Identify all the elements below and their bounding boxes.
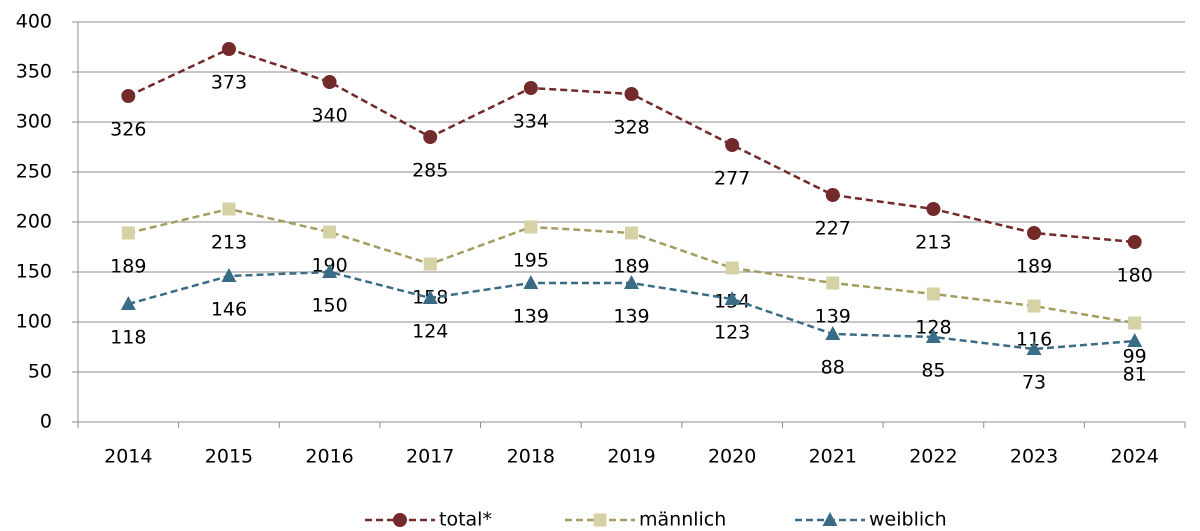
data-label: 81 xyxy=(1123,364,1147,386)
data-label: 139 xyxy=(513,306,549,328)
legend-marker xyxy=(393,513,407,527)
y-tick-label: 50 xyxy=(28,361,52,383)
marker xyxy=(826,276,840,290)
marker xyxy=(625,226,638,240)
marker xyxy=(725,138,740,152)
series-line xyxy=(127,47,1135,244)
data-label: 189 xyxy=(613,256,649,278)
data-label: 326 xyxy=(110,119,146,141)
data-label: 73 xyxy=(1022,372,1046,394)
marker xyxy=(1027,299,1041,313)
marker xyxy=(422,290,438,304)
y-tick-label: 200 xyxy=(16,211,52,233)
marker xyxy=(925,329,941,343)
data-label: 88 xyxy=(821,357,845,379)
data-label: 116 xyxy=(1016,329,1052,351)
x-tick-label: 2018 xyxy=(507,446,555,468)
marker xyxy=(121,226,135,240)
data-label: 118 xyxy=(110,327,146,349)
marker xyxy=(423,257,437,271)
data-label: 213 xyxy=(915,232,951,254)
marker xyxy=(523,275,539,289)
x-tick-label: 2024 xyxy=(1111,446,1159,468)
marker xyxy=(926,202,941,216)
marker xyxy=(724,291,740,305)
marker xyxy=(221,268,237,282)
x-tick-label: 2023 xyxy=(1010,446,1058,468)
legend-label: weiblich xyxy=(869,509,947,531)
marker xyxy=(1128,316,1142,330)
data-label: 195 xyxy=(513,250,549,272)
marker xyxy=(725,261,739,275)
data-label: 139 xyxy=(613,306,649,328)
marker xyxy=(1026,341,1042,355)
marker xyxy=(524,220,538,234)
x-tick-label: 2022 xyxy=(909,446,957,468)
data-label: 189 xyxy=(110,256,146,278)
data-label: 150 xyxy=(311,295,347,317)
marker xyxy=(926,287,940,301)
data-label: 189 xyxy=(1016,256,1052,278)
data-label: 99 xyxy=(1123,346,1147,368)
data-label: 146 xyxy=(211,299,247,321)
x-tick-label: 2015 xyxy=(205,446,253,468)
data-label: 227 xyxy=(815,218,851,240)
marker xyxy=(222,202,236,216)
y-tick-label: 0 xyxy=(40,411,52,433)
y-tick-label: 400 xyxy=(16,11,52,33)
marker xyxy=(221,42,236,56)
marker xyxy=(1127,235,1142,249)
marker xyxy=(423,130,438,144)
data-label: 180 xyxy=(1117,265,1153,287)
legend-marker xyxy=(593,513,607,527)
y-tick-label: 100 xyxy=(16,311,52,333)
data-label: 373 xyxy=(211,72,247,94)
legend-label: total* xyxy=(439,509,492,531)
marker xyxy=(1027,226,1042,240)
y-tick-label: 350 xyxy=(16,61,52,83)
data-label: 139 xyxy=(815,306,851,328)
x-tick-label: 2021 xyxy=(809,446,857,468)
marker xyxy=(121,89,136,103)
y-tick-label: 300 xyxy=(16,111,52,133)
data-label: 285 xyxy=(412,160,448,182)
data-label: 328 xyxy=(613,117,649,139)
data-label: 340 xyxy=(311,105,347,127)
marker xyxy=(825,326,841,340)
data-label: 213 xyxy=(211,232,247,254)
marker xyxy=(1127,333,1143,347)
marker xyxy=(624,275,639,289)
data-label: 334 xyxy=(513,111,549,133)
x-tick-label: 2020 xyxy=(708,446,756,468)
data-label: 85 xyxy=(921,360,945,382)
x-tick-label: 2014 xyxy=(104,446,152,468)
x-tick-label: 2016 xyxy=(305,446,353,468)
data-label: 123 xyxy=(714,322,750,344)
x-tick-label: 2019 xyxy=(607,446,655,468)
y-tick-label: 250 xyxy=(16,161,52,183)
marker xyxy=(624,87,639,101)
marker xyxy=(323,225,337,239)
legend-marker xyxy=(822,512,838,526)
marker xyxy=(322,264,338,278)
marker xyxy=(322,75,337,89)
y-tick-label: 150 xyxy=(16,261,52,283)
data-label: 277 xyxy=(714,168,750,190)
data-label: 124 xyxy=(412,321,448,343)
data-label: 128 xyxy=(915,317,951,339)
marker xyxy=(825,188,840,202)
marker xyxy=(120,296,136,310)
legend: total* männlich weiblich xyxy=(365,509,947,531)
marker xyxy=(523,81,538,95)
legend-label: männlich xyxy=(639,509,726,531)
x-tick-label: 2017 xyxy=(406,446,454,468)
